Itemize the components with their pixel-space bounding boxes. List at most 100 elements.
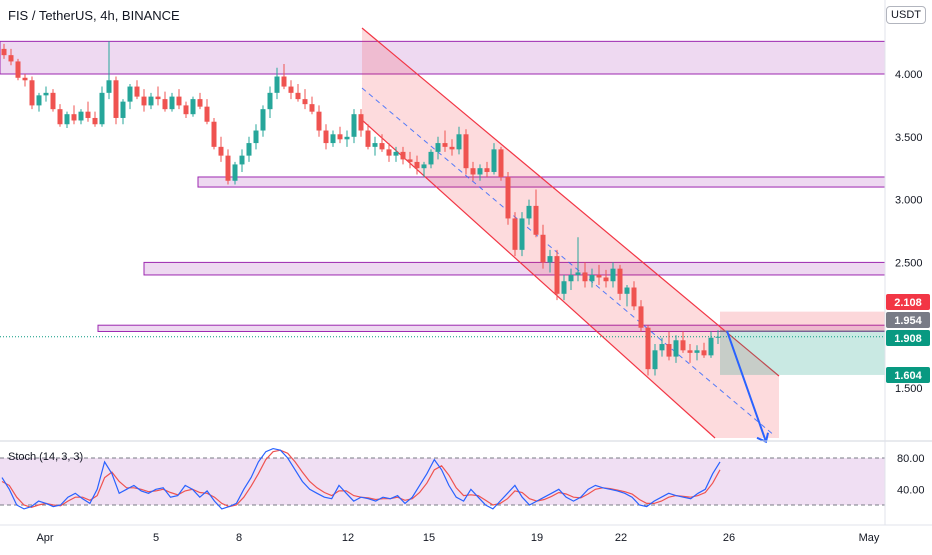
candle-body — [148, 96, 154, 106]
candle-body — [162, 99, 168, 110]
candle — [526, 199, 532, 225]
price-label: 1.954 — [886, 312, 930, 328]
candle-body — [253, 130, 259, 144]
chart-title: FIS / TetherUS, 4h, BINANCE — [8, 8, 180, 23]
candle-body — [519, 218, 525, 250]
channel-upper-line — [361, 27, 780, 377]
candle-body — [239, 155, 245, 165]
candle-body — [533, 205, 539, 235]
candle-body — [379, 143, 385, 150]
price-label-text: 2.108 — [894, 297, 922, 309]
candle-body — [337, 134, 343, 140]
candle-body — [78, 111, 84, 121]
candle-body — [43, 92, 49, 96]
price-label-text: 1.908 — [894, 333, 922, 345]
candle — [141, 89, 147, 112]
candle — [358, 109, 364, 137]
candle — [344, 130, 350, 147]
candle-body — [113, 80, 119, 118]
candle-body — [624, 287, 630, 294]
candle-body — [22, 77, 28, 81]
candle-body — [274, 76, 280, 93]
candle — [113, 76, 119, 125]
candle-body — [169, 96, 175, 110]
candle — [316, 105, 322, 137]
x-tick-label: 12 — [342, 532, 354, 544]
candle — [505, 171, 511, 225]
candle-body — [631, 287, 637, 307]
position-target-zone — [720, 330, 885, 375]
candle — [274, 67, 280, 100]
candle-body — [449, 146, 455, 150]
candle — [337, 126, 343, 144]
candle — [386, 143, 392, 162]
candle-body — [498, 149, 504, 177]
resistance-zone — [0, 40, 886, 75]
candle-body — [323, 130, 329, 144]
candle-body — [358, 114, 364, 131]
candle-body — [155, 96, 161, 100]
candle — [120, 99, 126, 125]
candle — [477, 164, 483, 181]
candle-body — [288, 86, 294, 93]
price-label: 1.604 — [886, 367, 930, 383]
candle-body — [127, 86, 133, 102]
candle-body — [687, 350, 693, 353]
candle-body — [540, 234, 546, 263]
candle-body — [477, 168, 483, 175]
candle-body — [309, 104, 315, 112]
candle — [568, 268, 574, 291]
candle-body — [603, 277, 609, 282]
candle — [218, 136, 224, 162]
candle — [372, 136, 378, 156]
candle — [624, 285, 630, 307]
candle-body — [281, 76, 287, 87]
currency-button[interactable]: USDT — [886, 6, 926, 24]
candle — [680, 331, 686, 353]
candle — [127, 84, 133, 110]
candle — [253, 124, 259, 150]
candle-body — [407, 159, 413, 162]
candle-body — [50, 92, 56, 110]
candle-body — [120, 101, 126, 118]
candle — [260, 105, 266, 137]
candle-body — [344, 136, 350, 140]
candle — [309, 96, 315, 115]
candle-body — [267, 92, 273, 110]
candle-body — [617, 268, 623, 294]
stoch-indicator-title[interactable]: Stoch (14, 3, 3) — [8, 451, 84, 463]
candle-body — [463, 134, 469, 169]
candle-body — [491, 149, 497, 172]
candle — [456, 126, 462, 155]
candle-body — [351, 114, 357, 137]
price-label: 1.908 — [886, 330, 930, 346]
candle-body — [99, 92, 105, 125]
candle — [211, 117, 217, 150]
candle-body — [15, 61, 21, 78]
candle-body — [211, 121, 217, 147]
candle — [617, 264, 623, 301]
candle-body — [71, 114, 77, 121]
candle — [57, 104, 63, 127]
candle-body — [526, 205, 532, 219]
channel-mid-line — [361, 87, 776, 437]
candle-body — [505, 176, 511, 219]
projection-arrowhead — [756, 432, 769, 444]
candle — [281, 63, 287, 90]
candle — [50, 89, 56, 112]
candle-body — [575, 272, 581, 275]
candle — [540, 224, 546, 269]
candle — [554, 249, 560, 301]
candle-body — [36, 95, 42, 106]
candle — [659, 337, 665, 357]
candle — [1, 43, 7, 59]
candle — [204, 99, 210, 125]
candle-body — [435, 143, 441, 152]
candle — [533, 189, 539, 238]
candle — [575, 237, 581, 282]
candle-body — [29, 80, 35, 106]
candle — [85, 101, 91, 122]
x-tick-label: 26 — [723, 532, 735, 544]
